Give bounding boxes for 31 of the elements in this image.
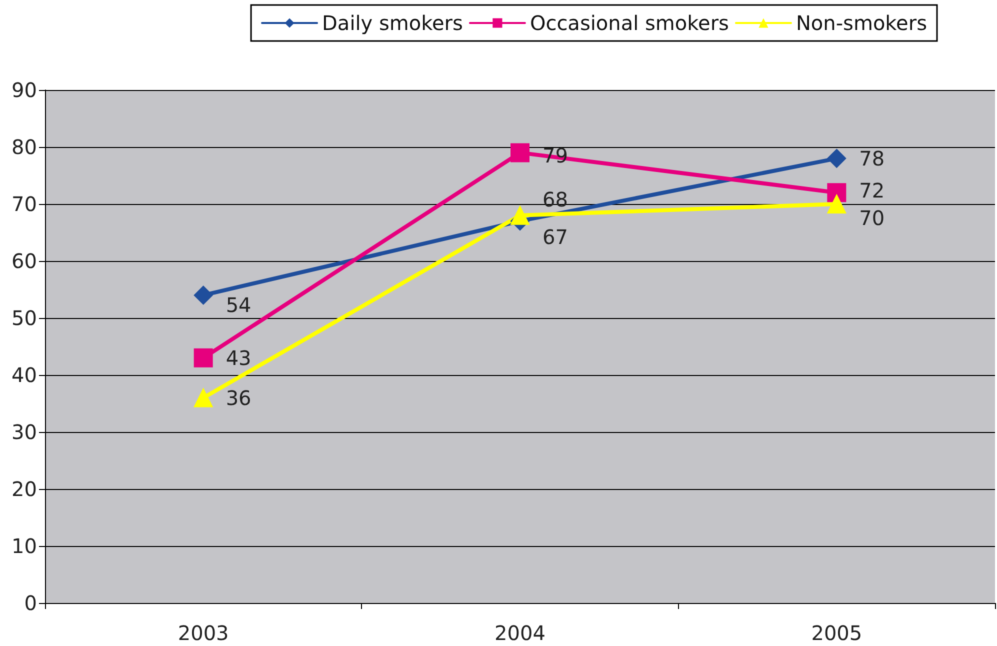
point (827, 194, 846, 214)
point (194, 388, 213, 408)
legend-label: Daily smokers (322, 11, 463, 35)
point (194, 286, 213, 305)
x-tick-label: 2003 (178, 621, 229, 645)
data-label: 72 (859, 178, 885, 203)
x-tick-label: 2004 (494, 621, 546, 645)
data-label: 36 (226, 386, 252, 410)
y-tick-label: 50 (12, 306, 37, 330)
y-tick-label: 80 (12, 135, 37, 159)
y-tick-label: 30 (12, 420, 37, 444)
legend-label: Occasional smokers (530, 11, 729, 35)
y-tick-label: 20 (12, 477, 37, 501)
data-label: 67 (542, 225, 568, 250)
data-label: 70 (859, 206, 885, 230)
y-tick-label: 70 (12, 192, 37, 216)
y-tick-label: 90 (12, 78, 37, 102)
x-tick-label: 2005 (811, 621, 862, 645)
y-tick-label: 40 (12, 363, 37, 387)
point (510, 143, 530, 162)
y-tick-label: 60 (12, 249, 37, 273)
data-label: 54 (226, 293, 252, 318)
point (510, 206, 530, 225)
point (827, 183, 846, 202)
point (194, 348, 213, 368)
data-label: 78 (859, 146, 885, 170)
y-tick-label: 0 (24, 591, 37, 615)
y-tick-label: 10 (12, 534, 37, 558)
data-label: 43 (226, 346, 252, 370)
legend-label: Non-smokers (796, 11, 927, 35)
point (827, 148, 846, 168)
